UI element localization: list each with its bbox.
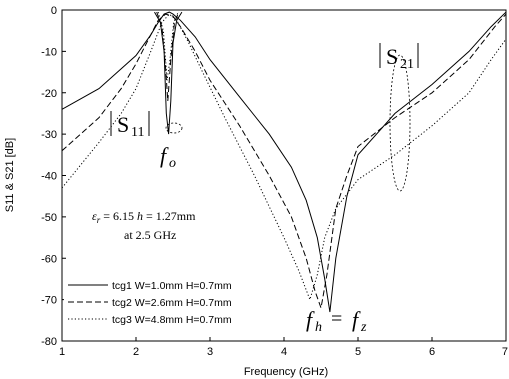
x-tick-label: 6: [429, 346, 435, 358]
fo-label: f: [160, 143, 169, 168]
substrate-params: εr = 6.15 h = 1.27mm at 2.5 GHz: [92, 209, 196, 242]
legend-label-3: tcg3 W=4.8mm H=0.7mm: [112, 314, 232, 326]
x-axis-label: Frequency (GHz): [244, 366, 328, 378]
params-tail: = 1.27mm: [143, 209, 196, 223]
x-tick-label: 1: [59, 346, 65, 358]
y-tick-label: -70: [41, 295, 57, 307]
params-rest: = 6.15: [100, 209, 137, 223]
y-tick-label: -60: [41, 253, 57, 265]
s11-label: S: [117, 112, 129, 137]
x-axis-ticks: 1 2 3 4 5 6 7: [59, 337, 508, 358]
s11-ellipse: [165, 122, 183, 134]
equals-sign: =: [331, 308, 342, 330]
series-3-s21-line: [62, 13, 506, 302]
params-epsilon-sub: r: [97, 215, 101, 225]
y-axis-ticks: 0 -10 -20 -30 -40 -50 -60 -70 -80: [41, 5, 66, 348]
y-tick-label: -10: [41, 46, 57, 58]
x-tick-label: 4: [281, 346, 287, 358]
s21-subscript: 21: [400, 57, 414, 72]
legend: tcg1 W=1.0mm H=0.7mm tcg2 W=2.6mm H=0.7mm…: [64, 271, 276, 337]
fh-label: f: [306, 307, 315, 332]
curves: [62, 11, 506, 313]
fo-annotation: f o: [160, 143, 176, 171]
params-line-1: εr = 6.15 h = 1.27mm: [92, 209, 196, 225]
fh-subscript: h: [315, 320, 322, 335]
fh-fz-annotation: f h = f z: [306, 307, 367, 335]
series-2-s21-line: [62, 13, 506, 310]
fz-subscript: z: [360, 320, 367, 335]
x-tick-label: 5: [355, 346, 361, 358]
y-tick-label: -20: [41, 88, 57, 100]
params-h: h: [137, 209, 143, 223]
s11-annotation: S 11: [110, 111, 183, 140]
legend-label-1: tcg1 W=1.0mm H=0.7mm: [112, 280, 232, 292]
s21-label: S: [386, 44, 398, 69]
fz-label: f: [352, 307, 361, 332]
y-tick-label: -30: [41, 129, 57, 141]
x-tick-label: 2: [133, 346, 139, 358]
series-2-s11-line: [156, 11, 180, 102]
x-tick-label: 3: [207, 346, 213, 358]
s21-annotation: S 21: [379, 43, 419, 192]
fo-subscript: o: [169, 156, 176, 171]
x-tick-label: 7: [502, 346, 508, 358]
y-tick-label: 0: [51, 5, 57, 17]
series-1-s11-line: [154, 11, 183, 135]
legend-background: [64, 271, 276, 337]
y-tick-label: -50: [41, 212, 57, 224]
legend-label-2: tcg2 W=2.6mm H=0.7mm: [112, 297, 232, 309]
y-tick-label: -40: [41, 171, 57, 183]
y-tick-label: -80: [41, 336, 57, 348]
series-3-s11-line: [157, 11, 179, 81]
s21-ellipse: [389, 54, 411, 192]
params-line-2: at 2.5 GHz: [124, 228, 176, 242]
series-1-s21-line: [62, 11, 506, 313]
y-axis-label: S11 & S21 [dB]: [4, 138, 16, 212]
s11-subscript: 11: [131, 125, 144, 140]
params-epsilon: ε: [92, 209, 97, 223]
